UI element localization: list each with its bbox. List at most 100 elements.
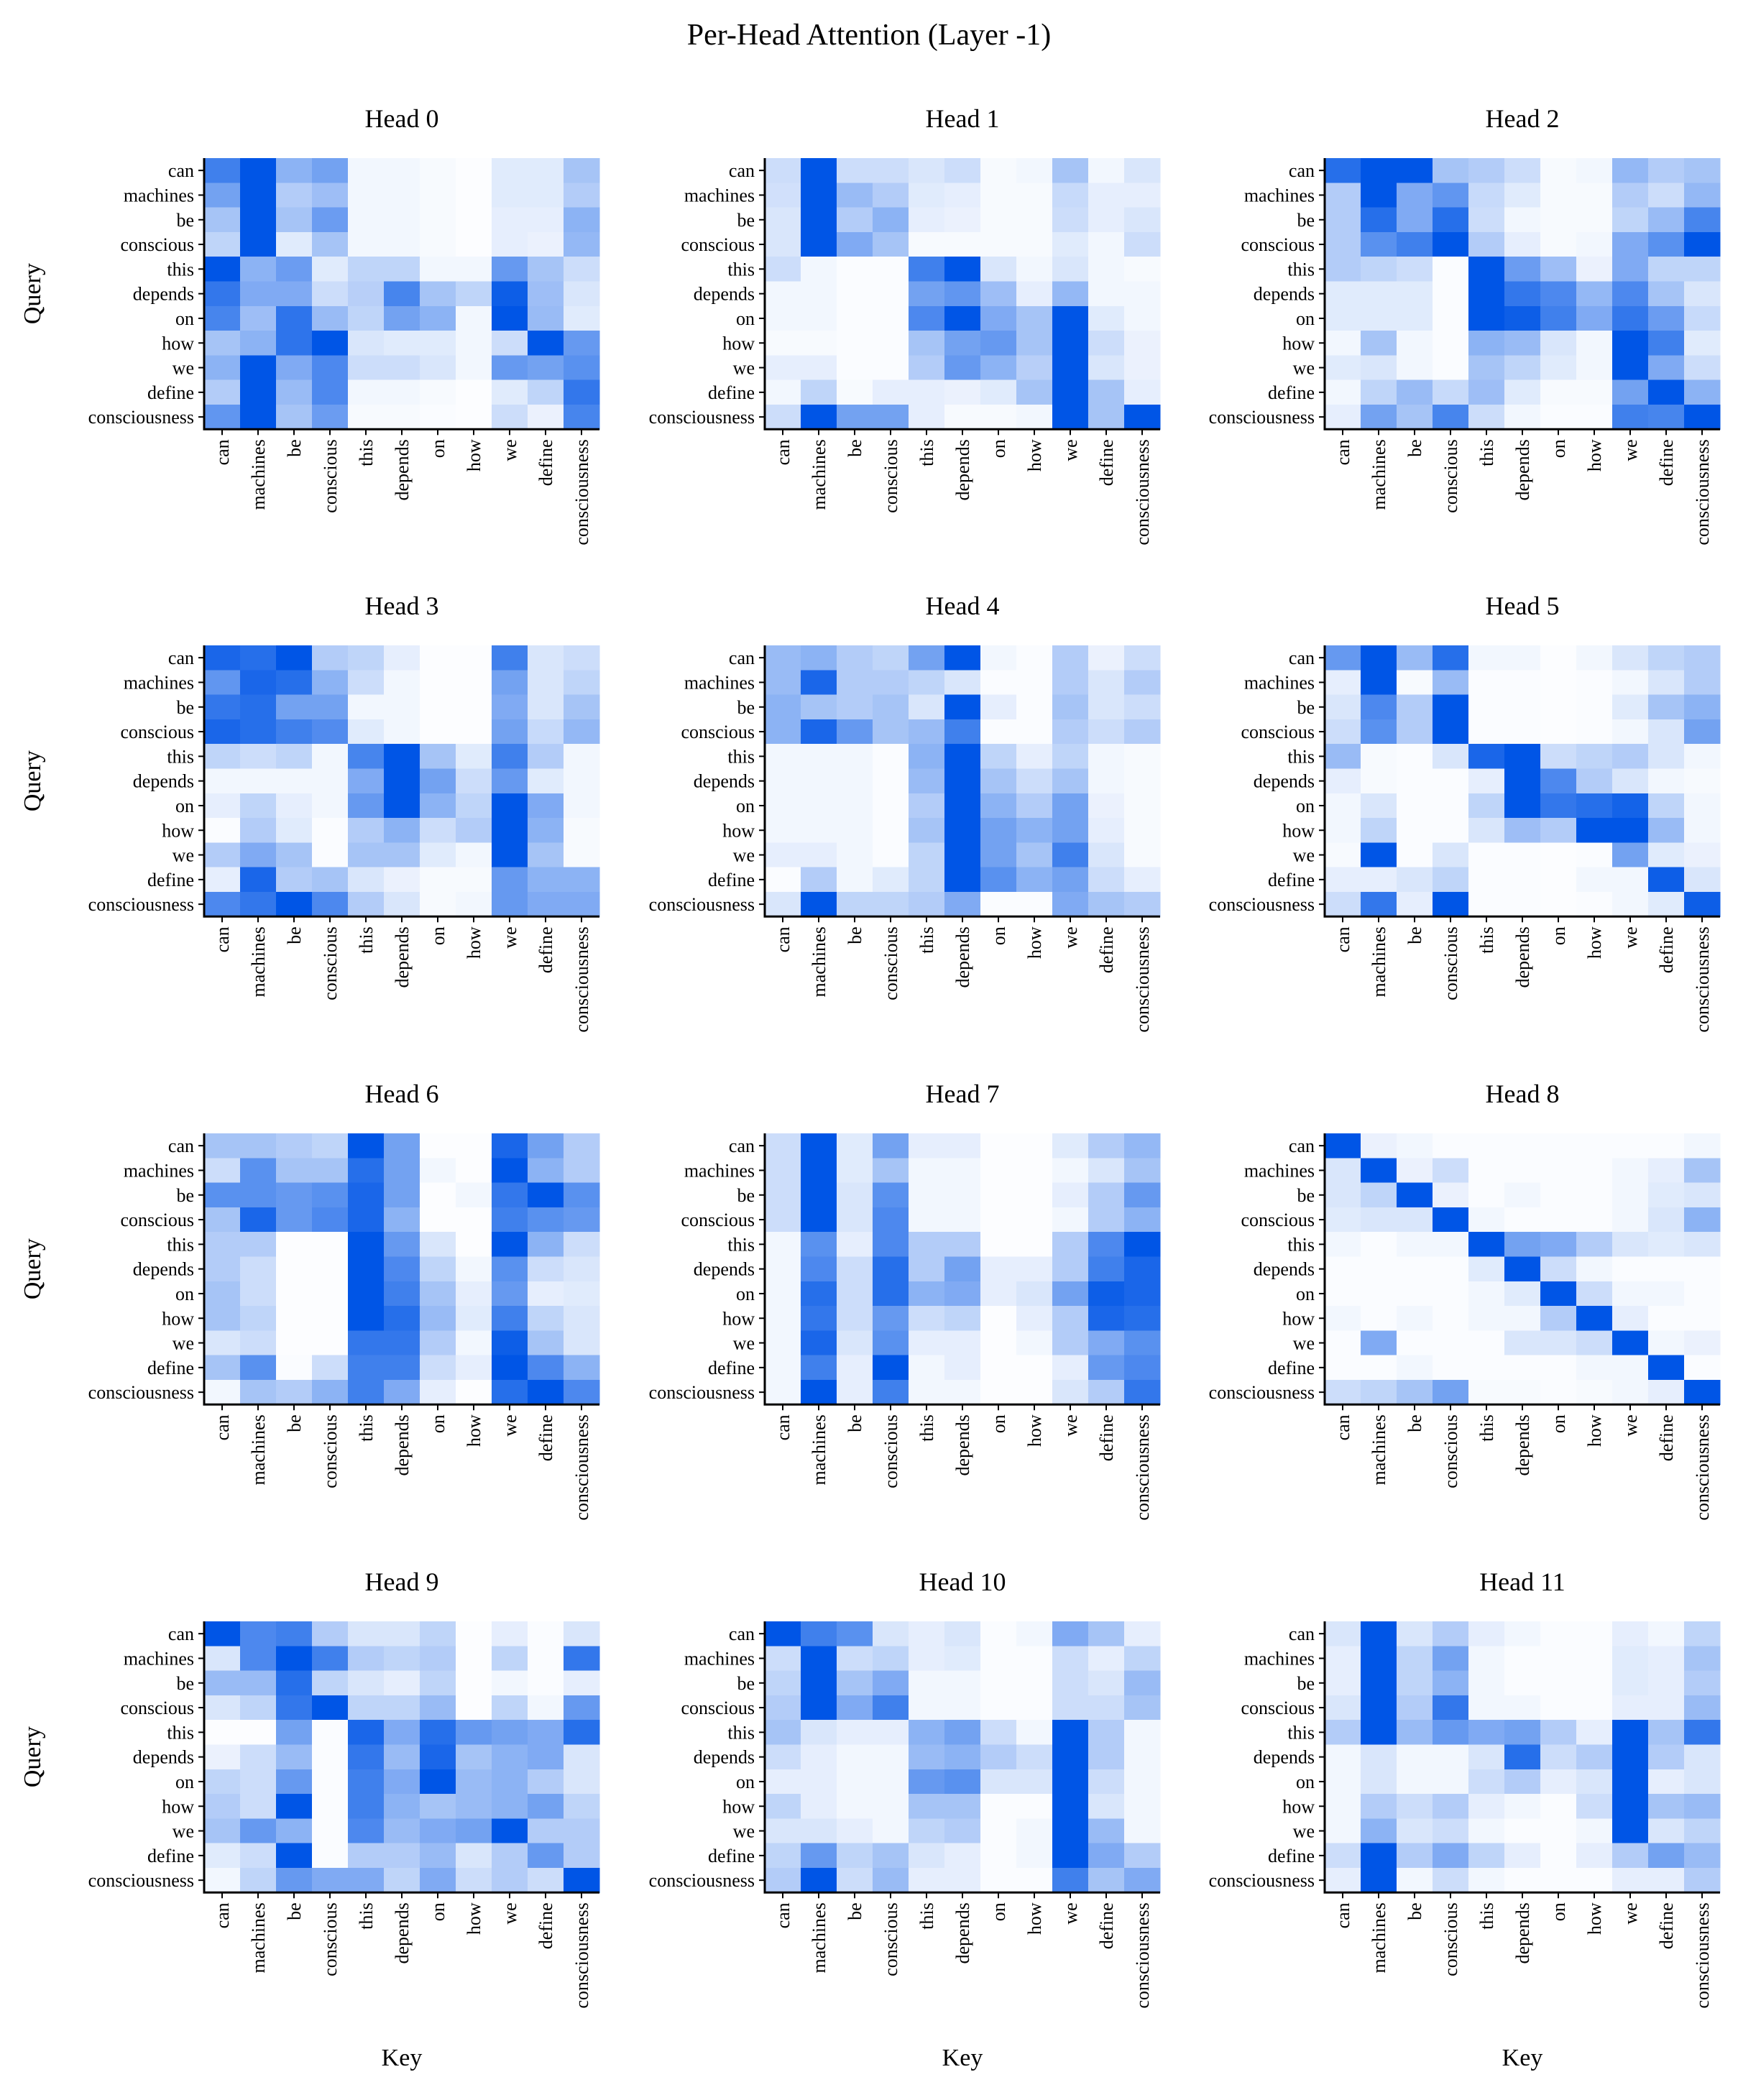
y-tick-label: how (722, 1308, 755, 1329)
heatmap-cell (1684, 1769, 1721, 1795)
heatmap-cell (980, 1621, 1017, 1647)
heatmap-cell (564, 1256, 600, 1282)
x-tick-label: can (773, 439, 794, 465)
y-tick-label: can (729, 160, 755, 181)
x-tick-label: depends (1512, 1902, 1533, 1963)
heatmap-cell (1576, 867, 1613, 893)
y-tick-label: define (1268, 1358, 1315, 1378)
heatmap-cell (1504, 892, 1541, 917)
heatmap-cell (492, 207, 528, 233)
heatmap-cell (1088, 1744, 1125, 1770)
heatmap-cell (980, 818, 1017, 843)
heatmap-cell (1052, 892, 1089, 917)
heatmap-cell (1648, 1158, 1685, 1184)
x-tick-label: depends (1512, 926, 1533, 987)
heatmap-cell (1124, 818, 1161, 843)
y-tick-label: this (727, 746, 755, 767)
heatmap-cell (1684, 768, 1721, 794)
heatmap-cell (1088, 1670, 1125, 1696)
heatmap-cell (276, 379, 313, 405)
heatmap-cell (873, 231, 909, 257)
heatmap-cell (348, 793, 385, 819)
heatmap-cell (1433, 331, 1469, 356)
y-tick-label: consciousness (88, 894, 194, 915)
heatmap-cell (873, 842, 909, 868)
heatmap-cell (1468, 1744, 1505, 1770)
heatmap-cell (1540, 1207, 1577, 1233)
heatmap-cell (909, 281, 945, 307)
heatmap-cell (312, 158, 349, 183)
heatmap-cell (1361, 892, 1397, 917)
heatmap-cell (1540, 842, 1577, 868)
heatmap-cell (1124, 1670, 1161, 1696)
heatmap-cell (1576, 1843, 1613, 1869)
heatmap-cell (564, 1158, 600, 1184)
heatmap-cell (1397, 183, 1433, 208)
heatmap-cell (1325, 1133, 1361, 1159)
heatmap-cell (1052, 1306, 1089, 1331)
heatmap-cell (873, 768, 909, 794)
heatmap-cell (801, 1133, 837, 1159)
x-tick-label: this (356, 926, 377, 954)
heatmap-cell (765, 842, 801, 868)
heatmap-cell (456, 231, 492, 257)
heatmap-cell (1540, 1133, 1577, 1159)
heatmap-cell (312, 305, 349, 331)
heatmap-cell (492, 281, 528, 307)
heatmap-cell (564, 1868, 600, 1893)
heatmap-cell (456, 1794, 492, 1819)
heatmap-cell (944, 1281, 981, 1307)
heatmap-cell (1088, 645, 1125, 671)
heatmap-cell (276, 1133, 313, 1159)
x-tick-label: can (773, 926, 794, 952)
heatmap-cell (348, 670, 385, 696)
heatmap-cell (837, 1182, 873, 1208)
heatmap-cell (1684, 281, 1721, 307)
heatmap-cell (873, 1868, 909, 1893)
heatmap-cell (765, 1281, 801, 1307)
heatmap-cell (909, 183, 945, 208)
x-tick-label: how (1024, 439, 1045, 471)
heatmap-cell (1504, 1818, 1541, 1844)
heatmap-cell (1325, 257, 1361, 282)
heatmap-cell (1540, 1281, 1577, 1307)
heatmap-cell (204, 768, 241, 794)
heatmap-cell (420, 1182, 456, 1208)
heatmap-cell (348, 1207, 385, 1233)
heatmap-cell (1016, 355, 1053, 381)
heatmap-cell (348, 207, 385, 233)
heatmap-cell (276, 281, 313, 307)
x-tick-label: be (1404, 1414, 1425, 1432)
heatmap-cell (240, 1380, 277, 1405)
heatmap-cell (765, 892, 801, 917)
heatmap-cell (528, 1207, 564, 1233)
heatmap-cell (1124, 1330, 1161, 1356)
heatmap-cell (528, 1256, 564, 1282)
heatmap-cell (456, 1158, 492, 1184)
heatmap-cell (944, 1330, 981, 1356)
heatmap-cell (420, 183, 456, 208)
y-tick-label: can (729, 1624, 755, 1644)
heatmap-cell (1612, 1380, 1649, 1405)
heatmap-cell (312, 1281, 349, 1307)
heatmap-cell (564, 355, 600, 381)
heatmap-cell (1648, 818, 1685, 843)
heatmap-cell (837, 818, 873, 843)
x-tick-label: we (1620, 439, 1641, 461)
heatmap-cell (564, 768, 600, 794)
y-tick-label: depends (694, 1259, 755, 1280)
y-tick-label: how (1282, 1796, 1315, 1817)
heatmap-cell (1016, 694, 1053, 720)
heatmap-cell (312, 1182, 349, 1208)
heatmap-cell (1540, 1330, 1577, 1356)
heatmap-cell (1504, 1207, 1541, 1233)
y-tick-label: we (173, 1333, 194, 1354)
heatmap-cell (1016, 1818, 1053, 1844)
heatmap-cell (492, 1695, 528, 1721)
heatmap-cell (348, 842, 385, 868)
heatmap-cell (1361, 1670, 1397, 1696)
heatmap-cell (384, 1794, 420, 1819)
heatmap-cell (312, 1794, 349, 1819)
heatmap-cell (837, 1306, 873, 1331)
heatmap-cell (873, 1621, 909, 1647)
